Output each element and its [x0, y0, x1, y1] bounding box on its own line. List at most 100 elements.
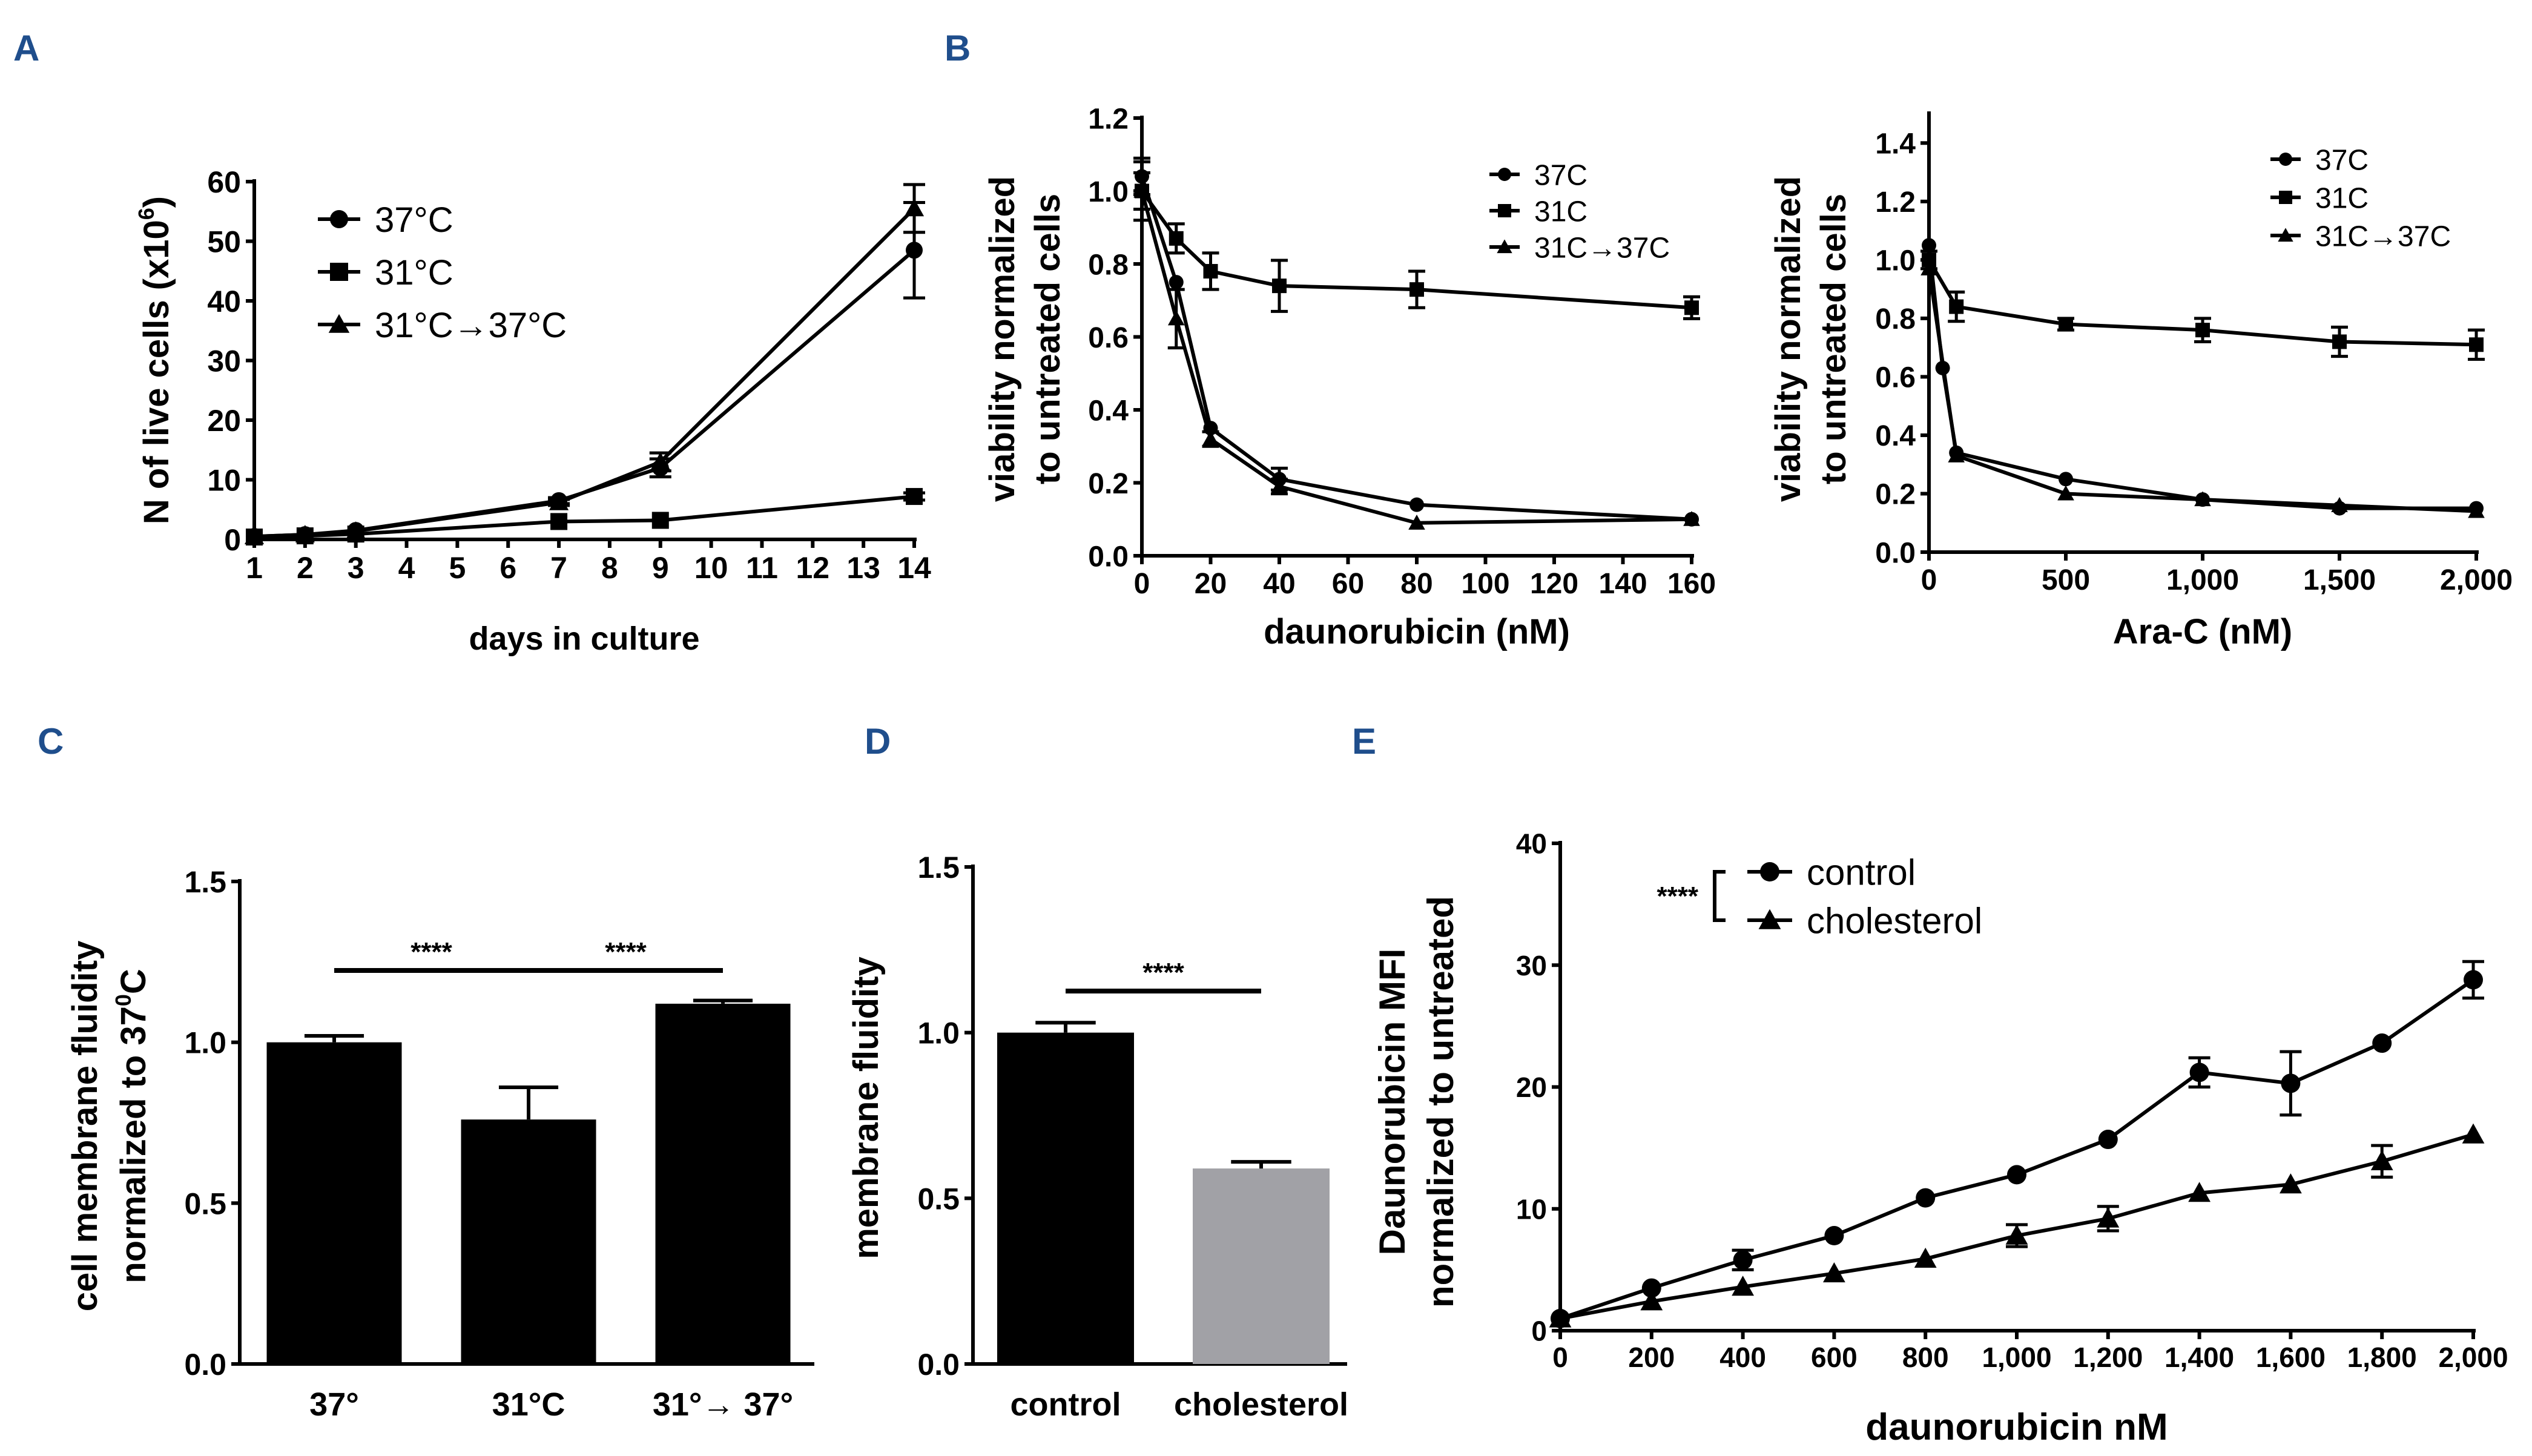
y-tick-label: 0.0 [1875, 537, 1916, 569]
data-point [1169, 275, 1184, 290]
y-axis-label-line2: to untreated cells [1814, 194, 1853, 484]
y-tick-label: 0.8 [1875, 303, 1916, 335]
data-point [2194, 491, 2211, 507]
y-tick-label: 20 [207, 404, 241, 438]
y-tick-label: 30 [207, 344, 241, 378]
data-point [549, 492, 569, 510]
y-tick-label: 40 [207, 285, 241, 318]
y-tick-label: 40 [1516, 828, 1547, 860]
y-axis-label: cell membrane fluidity [65, 941, 105, 1311]
data-point [550, 513, 568, 530]
y-tick-label: 1.4 [1875, 128, 1916, 160]
data-point [2098, 1130, 2118, 1150]
bar [1193, 1168, 1330, 1364]
x-tick-label: 120 [1530, 568, 1578, 600]
data-point [904, 199, 925, 217]
legend-marker [1760, 862, 1779, 881]
data-point [2281, 1073, 2301, 1093]
x-tick-label: 0 [1921, 564, 1937, 596]
legend-marker [1498, 168, 1511, 181]
data-point [1272, 278, 1287, 294]
y-axis-label: viability normalized [1769, 176, 1808, 502]
data-point [1683, 510, 1700, 526]
significance-stars: **** [1142, 958, 1184, 987]
legend-label: 31C→37C [1534, 232, 1670, 264]
data-point [2464, 970, 2483, 990]
x-tick-label: 1,600 [2256, 1342, 2326, 1373]
y-axis-label: viability normalized [983, 176, 1022, 502]
bar [997, 1032, 1134, 1364]
significance-bracket [1713, 870, 1726, 922]
series-line [254, 207, 916, 539]
panel-letter-d: D [865, 721, 891, 762]
significance-stars: **** [1657, 881, 1699, 911]
data-point [1409, 282, 1424, 297]
data-point [1640, 1290, 1663, 1311]
legend-marker [2279, 191, 2292, 204]
x-tick-label: 0 [1552, 1342, 1568, 1373]
series-line [1560, 978, 2474, 1320]
y-tick-label: 0.5 [917, 1182, 960, 1216]
panel-letter-e: E [1352, 721, 1376, 762]
data-point [1408, 514, 1425, 530]
x-tick-label: 1,500 [2303, 564, 2376, 596]
data-point [2372, 1033, 2392, 1053]
data-point [2188, 1182, 2211, 1202]
legend-label: 37C [2315, 144, 2369, 176]
y-tick-label: 0.2 [1875, 479, 1916, 511]
y-axis-label: membrane fluidity [846, 957, 886, 1259]
x-tick-label: 10 [694, 551, 728, 585]
y-tick-label: 0.5 [184, 1187, 226, 1220]
data-point [1922, 238, 1936, 253]
x-tick-label: 14 [897, 551, 931, 585]
y-tick-label: 1.5 [184, 865, 226, 899]
x-axis-label: days in culture [469, 621, 699, 657]
y-tick-label: 20 [1516, 1072, 1547, 1103]
x-tick-label: 500 [2042, 564, 2090, 596]
error-bar [1035, 1021, 1096, 1033]
x-tick-label: 600 [1811, 1342, 1858, 1373]
y-tick-label: 0.0 [917, 1348, 960, 1382]
y-tick-label: 1.0 [184, 1026, 226, 1060]
data-point [2332, 334, 2347, 349]
y-tick-label: 10 [1516, 1193, 1547, 1225]
data-point [2462, 1123, 2485, 1144]
legend-label: 31C [1534, 196, 1587, 228]
data-point [2280, 1173, 2302, 1194]
data-point [2331, 496, 2348, 512]
y-tick-label: 1.0 [917, 1016, 960, 1050]
data-point [1641, 1278, 1661, 1298]
data-point [906, 488, 923, 506]
x-tick-label: 1,200 [2073, 1342, 2143, 1373]
x-tick-label: 40 [1263, 568, 1295, 600]
legend-marker [328, 314, 350, 333]
data-point [651, 512, 669, 529]
series-line [1927, 268, 2477, 513]
series-line [1140, 176, 1692, 521]
data-point [244, 526, 265, 544]
x-axis-label: Ara-C (nM) [2113, 612, 2292, 651]
y-tick-label: 0.2 [1088, 468, 1129, 500]
y-axis-label: N of live cells (x106) [134, 196, 176, 524]
error-bar [498, 1085, 559, 1120]
y-tick-label: 0.6 [1875, 362, 1916, 394]
series-line [1140, 189, 1692, 310]
data-point [2007, 1165, 2026, 1185]
legend-label: cholesterol [1807, 901, 1982, 941]
panel-letter-c: C [38, 721, 64, 762]
data-point [2195, 323, 2210, 338]
data-point [1203, 264, 1218, 279]
legend-label: control [1807, 852, 1916, 893]
y-tick-label: 1.5 [917, 851, 960, 884]
data-point [2005, 1224, 2028, 1245]
x-tick-label: 1,000 [2166, 564, 2239, 596]
panel-e: 0 200 400 600 800 1,000 1,200 1,400 1,600 1,800 2,… [1372, 828, 2508, 1448]
x-tick-label: 800 [1902, 1342, 1949, 1373]
data-point [2097, 1207, 2120, 1228]
panel-c: 0.0 0.5 1.0 1.5 37° 31°C 31°→ 37° **** **** cell … [65, 865, 814, 1423]
legend-marker [330, 263, 348, 281]
x-tick-label: 9 [652, 551, 669, 585]
error-bar [1231, 1160, 1291, 1169]
data-point [1948, 447, 1965, 463]
panel-letter-a: A [13, 28, 39, 68]
